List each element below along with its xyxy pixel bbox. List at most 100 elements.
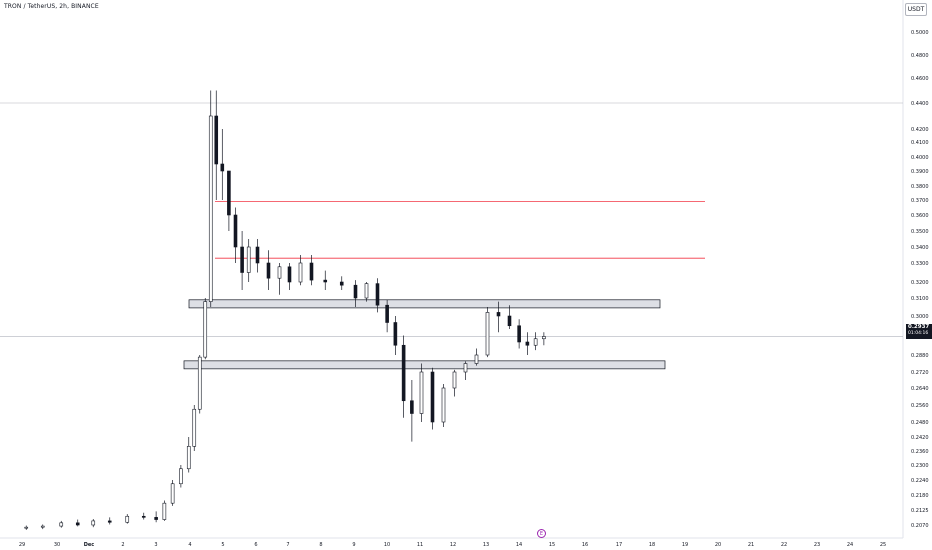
x-tick-label: 13 xyxy=(483,542,489,548)
y-tick-label: 0.4800 xyxy=(911,53,929,59)
y-tick-label: 0.2880 xyxy=(911,353,929,359)
candle-body xyxy=(393,322,398,346)
candle-body xyxy=(277,266,282,279)
x-tick-label: 6 xyxy=(254,542,257,548)
y-tick-label: 0.3100 xyxy=(911,296,929,302)
candle-body xyxy=(474,354,479,364)
candle-body xyxy=(208,115,213,302)
candle-body xyxy=(197,356,202,410)
candle-body xyxy=(125,515,130,523)
candle-body xyxy=(401,344,406,402)
candle-body xyxy=(240,246,244,273)
y-tick-label: 0.2480 xyxy=(911,420,929,426)
x-tick-label: 21 xyxy=(748,542,754,548)
candle-body xyxy=(203,301,208,358)
x-tick-label: Dec xyxy=(84,542,95,548)
bar-countdown: 01:04:16 xyxy=(908,331,929,336)
event-marker-icon[interactable]: E xyxy=(537,529,546,538)
y-tick-label: 0.4200 xyxy=(911,127,929,133)
x-tick-label: 24 xyxy=(847,542,853,548)
y-tick-label: 0.2125 xyxy=(911,508,929,514)
y-tick-label: 0.3800 xyxy=(911,184,929,190)
y-tick-label: 0.4100 xyxy=(911,140,929,146)
candle-body xyxy=(323,279,328,283)
candle-body xyxy=(410,400,414,414)
y-tick-label: 0.2180 xyxy=(911,493,929,499)
candle-body xyxy=(227,170,231,216)
candle-body xyxy=(192,408,197,447)
candle-body xyxy=(507,315,512,327)
y-tick-label: 0.3000 xyxy=(911,314,929,320)
y-tick-label: 0.3600 xyxy=(911,213,929,219)
currency-selector[interactable]: USDT xyxy=(905,3,927,16)
x-tick-label: 22 xyxy=(781,542,787,548)
candle-body xyxy=(385,304,389,323)
y-tick-label: 0.2420 xyxy=(911,435,929,441)
x-tick-label: 5 xyxy=(221,542,224,548)
x-tick-label: 23 xyxy=(814,542,820,548)
candle-body xyxy=(309,262,314,281)
candle-body xyxy=(525,341,530,346)
x-tick-label: 12 xyxy=(450,542,456,548)
candle-body xyxy=(463,363,468,373)
candle-body xyxy=(353,284,358,299)
y-tick-label: 0.5000 xyxy=(911,30,929,36)
candle-body xyxy=(255,246,260,264)
x-tick-label: 4 xyxy=(188,542,191,548)
y-tick-label: 0.4400 xyxy=(911,101,929,107)
y-tick-label: 0.3700 xyxy=(911,198,929,204)
x-tick-label: 17 xyxy=(616,542,622,548)
candle-body xyxy=(75,522,80,526)
candle-body xyxy=(430,371,435,423)
candle-body xyxy=(170,483,175,504)
candle-body xyxy=(24,526,29,529)
x-tick-label: 18 xyxy=(649,542,655,548)
x-tick-label: 7 xyxy=(286,542,289,548)
candle-body xyxy=(141,515,146,518)
candle-body xyxy=(214,115,219,165)
x-tick-label: 8 xyxy=(319,542,322,548)
candle-body xyxy=(233,214,238,248)
chart-title: TRON / TetherUS, 2h, BINANCE xyxy=(4,3,99,10)
candle-body xyxy=(517,325,521,343)
candle-body xyxy=(91,520,96,526)
candle-body xyxy=(40,525,45,528)
candle-body xyxy=(339,281,344,286)
candle-body xyxy=(186,446,191,470)
candle-body xyxy=(179,468,183,485)
candle-body xyxy=(154,517,158,520)
candle-body xyxy=(375,283,380,306)
x-tick-label: 10 xyxy=(384,542,390,548)
resistance-zone xyxy=(188,299,661,309)
x-tick-label: 25 xyxy=(880,542,886,548)
x-tick-label: 15 xyxy=(549,542,555,548)
y-tick-label: 0.3900 xyxy=(911,169,929,175)
y-tick-label: 0.2720 xyxy=(911,370,929,376)
x-tick-label: 3 xyxy=(154,542,157,548)
x-tick-label: 11 xyxy=(417,542,423,548)
candle-body xyxy=(59,522,64,527)
y-tick-label: 0.2070 xyxy=(911,523,929,529)
support-zone xyxy=(183,360,666,370)
x-tick-label: 19 xyxy=(682,542,688,548)
y-tick-label: 0.2240 xyxy=(911,478,929,484)
y-tick-label: 0.2300 xyxy=(911,463,929,469)
candle-body xyxy=(287,266,292,283)
y-tick-label: 0.3500 xyxy=(911,229,929,235)
candle-body xyxy=(266,262,271,279)
x-tick-label: 16 xyxy=(582,542,588,548)
y-tick-label: 0.2640 xyxy=(911,386,929,392)
y-tick-label: 0.4000 xyxy=(911,155,929,161)
x-tick-label: 14 xyxy=(516,542,522,548)
y-tick-label: 0.2560 xyxy=(911,403,929,409)
candle-body xyxy=(542,336,546,340)
candle-body xyxy=(220,163,225,172)
candle-body xyxy=(107,520,112,523)
x-tick-label: 20 xyxy=(715,542,721,548)
candle-body xyxy=(298,262,303,283)
candle-body xyxy=(485,312,490,356)
x-tick-label: 29 xyxy=(19,542,25,548)
x-tick-label: 30 xyxy=(54,542,60,548)
last-price-value: 0.2937 xyxy=(908,324,930,330)
